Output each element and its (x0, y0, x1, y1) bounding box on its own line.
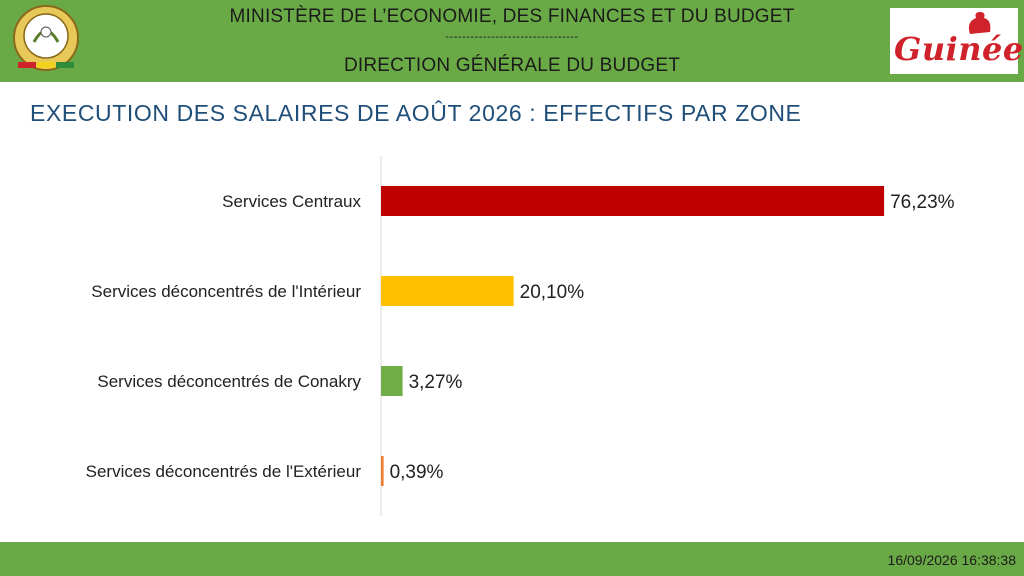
coat-of-arms-emblem (13, 5, 79, 71)
category-label: Services déconcentrés de l'Intérieur (91, 282, 361, 301)
category-label: Services déconcentrés de l'Extérieur (86, 462, 362, 481)
bar (381, 276, 514, 306)
header-bar: MINISTÈRE DE L’ECONOMIE, DES FINANCES ET… (0, 0, 1024, 82)
bar (381, 456, 384, 486)
guinee-logo-text: Guinée (894, 30, 1024, 68)
header-separator: -------------------------------- (445, 31, 579, 43)
timestamp: 16/09/2026 16:38:38 (887, 552, 1016, 568)
data-label: 3,27% (409, 372, 463, 393)
category-label: Services Centraux (222, 192, 361, 211)
data-label: 20,10% (520, 282, 585, 303)
bar-chart: Services Centraux 76,23% Services déconcen… (86, 156, 955, 516)
ministry-title: MINISTÈRE DE L’ECONOMIE, DES FINANCES ET… (229, 6, 795, 27)
bar (381, 186, 885, 216)
rooster-icon (968, 12, 991, 34)
data-label: 76,23% (890, 192, 955, 213)
guinee-logo: Guinée (890, 8, 1023, 74)
data-label: 0,39% (390, 462, 444, 483)
direction-title: DIRECTION GÉNÉRALE DU BUDGET (343, 55, 681, 76)
category-label: Services déconcentrés de Conakry (97, 372, 361, 391)
footer-bar: 16/09/2026 16:38:38 (0, 542, 1024, 576)
bar (381, 366, 403, 396)
page-title: EXECUTION DES SALAIRES DE AOÛT 2026 : EF… (30, 100, 802, 126)
